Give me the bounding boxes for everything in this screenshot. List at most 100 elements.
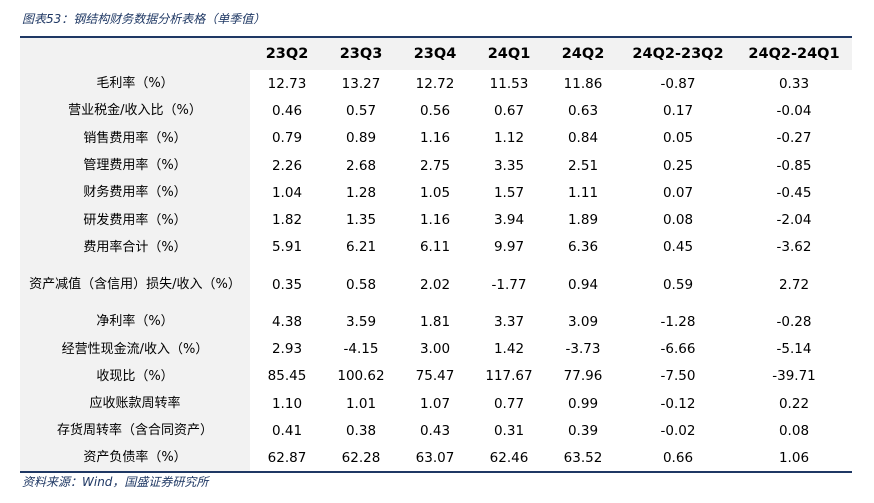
table-row: 经营性现金流/收入（%） 2.93 -4.15 3.00 1.42 -3.73 -6.66 -… <box>20 335 852 363</box>
table-cell: -0.12 <box>660 395 696 412</box>
table-cell: 1.16 <box>419 130 451 147</box>
table-cell: 2.75 <box>419 157 451 174</box>
table-cell: 0.77 <box>493 395 525 412</box>
table-cell: 1.11 <box>567 184 599 201</box>
header-cell: 23Q4 <box>398 38 472 70</box>
table-cell: -0.04 <box>776 102 812 119</box>
table-cell: 1.06 <box>736 444 852 473</box>
table-cell: 1.35 <box>345 212 377 229</box>
row-label: 资产负债率（%） <box>20 444 250 473</box>
table-row: 财务费用率（%） 1.04 1.28 1.05 1.57 1.11 0.07 -0.45 <box>20 179 852 207</box>
row-label: 毛利率（%） <box>20 70 250 98</box>
row-label: 营业税金/收入比（%） <box>20 97 250 125</box>
source-note: 资料来源：Wind，国盛证券研究所 <box>22 475 209 489</box>
table-cell: 0.39 <box>567 422 599 439</box>
table-cell: -1.77 <box>491 276 527 293</box>
table-cell: 1.16 <box>419 212 451 229</box>
table-cell: 0.57 <box>345 102 377 119</box>
financial-table: 23Q2 23Q3 23Q4 24Q1 24Q2 24Q2-23Q2 24Q2-24Q1 毛… <box>20 38 852 473</box>
top-rule <box>20 36 852 38</box>
table-cell: 0.33 <box>778 75 810 92</box>
table-cell: -0.02 <box>660 422 696 439</box>
table-row: 研发费用率（%） 1.82 1.35 1.16 3.94 1.89 0.08 -2.04 <box>20 206 852 234</box>
table-cell: 5.91 <box>271 239 303 256</box>
table-cell: -2.04 <box>776 212 812 229</box>
table-cell: 0.66 <box>620 444 736 473</box>
header-cell: 24Q2-23Q2 <box>620 38 736 70</box>
table-cell: 2.02 <box>419 276 451 293</box>
table-cell: 0.17 <box>662 102 694 119</box>
table-cell: 0.08 <box>662 212 694 229</box>
table-cell: 0.43 <box>419 422 451 439</box>
table-cell: 6.21 <box>345 239 377 256</box>
table-cell: 1.42 <box>493 341 525 358</box>
table-row: 资产负债率（%） 62.87 62.28 63.07 62.46 63.52 0.66 1.0… <box>20 444 852 473</box>
table-cell: 0.89 <box>345 130 377 147</box>
table-cell: 6.36 <box>567 239 599 256</box>
table-cell: 62.46 <box>472 444 546 473</box>
table-cell: 9.97 <box>493 239 525 256</box>
table-cell: -3.62 <box>776 239 812 256</box>
table-cell: 117.67 <box>485 368 533 385</box>
table-cell: 0.35 <box>271 276 303 293</box>
table-cell: 3.35 <box>493 157 525 174</box>
table-cell: 3.37 <box>493 313 525 330</box>
table-cell: 6.11 <box>419 239 451 256</box>
table-cell: 0.67 <box>493 102 525 119</box>
table-cell: 3.94 <box>493 212 525 229</box>
table-cell: 2.51 <box>567 157 599 174</box>
table-cell: 0.07 <box>662 184 694 201</box>
row-label: 经营性现金流/收入（%） <box>20 335 250 363</box>
table-row: 存货周转率（含合同资产） 0.41 0.38 0.43 0.31 0.39 -0.02 0.0… <box>20 417 852 445</box>
row-label: 净利率（%） <box>20 308 250 336</box>
table-cell: -6.66 <box>660 341 696 358</box>
header-cell-label <box>20 38 250 70</box>
table-cell: -0.45 <box>776 184 812 201</box>
header-cell: 24Q2 <box>546 38 620 70</box>
table-cell: 0.25 <box>662 157 694 174</box>
table-row: 销售费用率（%） 0.79 0.89 1.16 1.12 0.84 0.05 -0.27 <box>20 124 852 152</box>
row-label: 研发费用率（%） <box>20 206 250 234</box>
table-cell: 1.10 <box>271 395 303 412</box>
row-label: 存货周转率（含合同资产） <box>20 417 250 445</box>
table-cell: 12.72 <box>415 75 455 92</box>
header-row: 23Q2 23Q3 23Q4 24Q1 24Q2 24Q2-23Q2 24Q2-24Q1 <box>20 38 852 70</box>
table-cell: 3.00 <box>419 341 451 358</box>
table-row: 资产减值（含信用）损失/收入（%） 0.35 0.58 2.02 -1.77 0.94 0.… <box>20 261 852 309</box>
table-cell: 62.87 <box>250 444 324 473</box>
table-cell: 2.68 <box>345 157 377 174</box>
header-cell: 24Q1 <box>472 38 546 70</box>
table-cell: -0.85 <box>776 157 812 174</box>
table-cell: 4.38 <box>271 313 303 330</box>
row-label: 应收账款周转率 <box>20 389 250 418</box>
row-label: 财务费用率（%） <box>20 179 250 207</box>
table-cell: 0.56 <box>419 102 451 119</box>
table-cell: 1.89 <box>567 212 599 229</box>
row-label: 费用率合计（%） <box>20 233 250 262</box>
table-row: 费用率合计（%） 5.91 6.21 6.11 9.97 6.36 0.45 -3.62 <box>20 233 852 262</box>
table-cell: 0.79 <box>271 130 303 147</box>
table-cell: 100.62 <box>337 368 385 385</box>
table-cell: -4.15 <box>343 341 379 358</box>
table-cell: 11.53 <box>489 75 529 92</box>
table-cell: 1.12 <box>493 130 525 147</box>
table-row: 管理费用率（%） 2.26 2.68 2.75 3.35 2.51 0.25 -0.85 <box>20 151 852 180</box>
table-cell: -39.71 <box>772 368 816 385</box>
table-row: 应收账款周转率 1.10 1.01 1.07 0.77 0.99 -0.12 0.22 <box>20 389 852 418</box>
table-row: 毛利率（%） 12.73 13.27 12.72 11.53 11.86 -0.87 0.33 <box>20 70 852 98</box>
table-cell: 2.72 <box>778 276 810 293</box>
table-cell: 0.22 <box>778 395 810 412</box>
table-cell: 11.86 <box>563 75 603 92</box>
table-title: 图表53：钢结构财务数据分析表格（单季值） <box>22 12 266 26</box>
table-cell: 12.73 <box>267 75 307 92</box>
header-cell: 23Q3 <box>324 38 398 70</box>
table-cell: 63.52 <box>546 444 620 473</box>
table-cell: 0.59 <box>662 276 694 293</box>
table-cell: 2.93 <box>271 341 303 358</box>
table-cell: 3.59 <box>345 313 377 330</box>
table-row: 净利率（%） 4.38 3.59 1.81 3.37 3.09 -1.28 -0.28 <box>20 308 852 336</box>
table-cell: 0.58 <box>345 276 377 293</box>
table-cell: 1.05 <box>419 184 451 201</box>
row-label: 资产减值（含信用）损失/收入（%） <box>20 261 250 309</box>
table-row: 收现比（%） 85.45 100.62 75.47 117.67 77.96 -7.50 -3… <box>20 362 852 390</box>
